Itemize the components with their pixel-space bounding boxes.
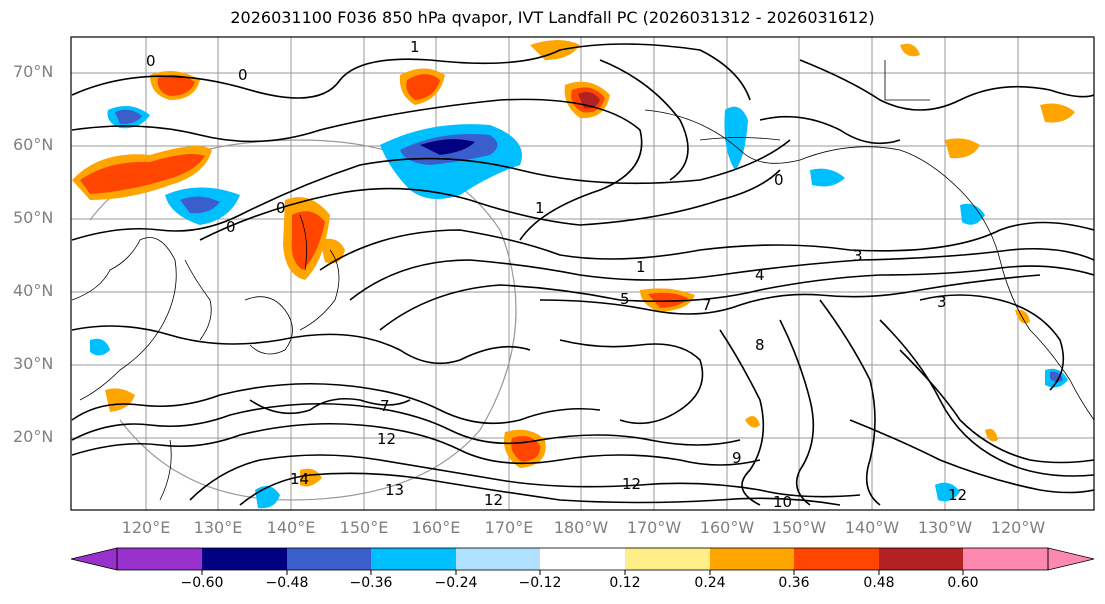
- contour-label: 0: [238, 66, 248, 84]
- lon-label: 140°W: [844, 518, 900, 537]
- contour-label: 0: [774, 171, 784, 189]
- colorbar-tick-label: 0.60: [947, 575, 979, 591]
- colorbar-tick-label: 0.48: [863, 575, 895, 591]
- contour-label: 5: [620, 290, 630, 308]
- lon-label: 130°E: [193, 518, 243, 537]
- lon-label: 150°E: [339, 518, 389, 537]
- contour-label: 12: [484, 491, 503, 509]
- contour-label: 1: [636, 258, 646, 276]
- contour-label: 9: [732, 449, 742, 467]
- lon-label: 160°W: [699, 518, 755, 537]
- colorbar-tick-label: −0.60: [180, 575, 224, 591]
- lon-label: 140°E: [266, 518, 316, 537]
- lat-label-20n: 20°N: [13, 427, 54, 446]
- contour-label: 0: [146, 52, 156, 70]
- lon-label: 150°W: [771, 518, 827, 537]
- lon-label: 170°W: [626, 518, 682, 537]
- lon-label: 170°E: [484, 518, 534, 537]
- contour-label: 7: [702, 296, 712, 314]
- contour-label: 7: [380, 397, 390, 415]
- colorbar-tick-label: −0.24: [434, 575, 478, 591]
- qvapor-shading: [72, 40, 1075, 509]
- lon-label: 180°W: [553, 518, 609, 537]
- lat-label-30n: 30°N: [13, 354, 54, 373]
- contour-label: 0: [226, 218, 236, 236]
- colorbar-tick-label: 0.36: [778, 575, 810, 591]
- contour-label: 8: [755, 336, 765, 354]
- colorbar-tick-label: −0.12: [518, 575, 562, 591]
- contour-label: 0: [276, 199, 286, 217]
- lat-label-60n: 60°N: [13, 135, 54, 154]
- map-title: 2026031100 F036 850 hPa qvapor, IVT Land…: [230, 8, 875, 27]
- contour-label: 4: [755, 266, 765, 284]
- contour-label: 12: [377, 430, 396, 448]
- lon-label: 120°W: [990, 518, 1046, 537]
- lon-label: 120°E: [121, 518, 171, 537]
- contour-label: 12: [622, 475, 641, 493]
- colorbar-tick-label: −0.36: [349, 575, 393, 591]
- contour-label: 10: [773, 493, 792, 511]
- ivt-contours: [71, 43, 1094, 506]
- coastlines: [71, 60, 1094, 501]
- contour-label: 3: [937, 293, 947, 311]
- lon-label: 160°E: [411, 518, 461, 537]
- contour-label: 3: [853, 247, 863, 265]
- colorbar-tick-label: 0.24: [694, 575, 726, 591]
- contour-label: 14: [290, 470, 309, 488]
- contour-label: 1: [535, 199, 545, 217]
- lat-label-40n: 40°N: [13, 281, 54, 300]
- lat-label-70n: 70°N: [13, 62, 54, 81]
- lat-label-50n: 50°N: [13, 208, 54, 227]
- contour-label: 12: [948, 486, 967, 504]
- plot-frame: [70, 36, 1095, 511]
- contour-label: 13: [385, 481, 404, 499]
- colorbar-tick-label: 0.12: [609, 575, 641, 591]
- lon-label: 130°W: [917, 518, 973, 537]
- colorbar-tick-label: −0.48: [265, 575, 309, 591]
- contour-label: 1: [410, 38, 420, 56]
